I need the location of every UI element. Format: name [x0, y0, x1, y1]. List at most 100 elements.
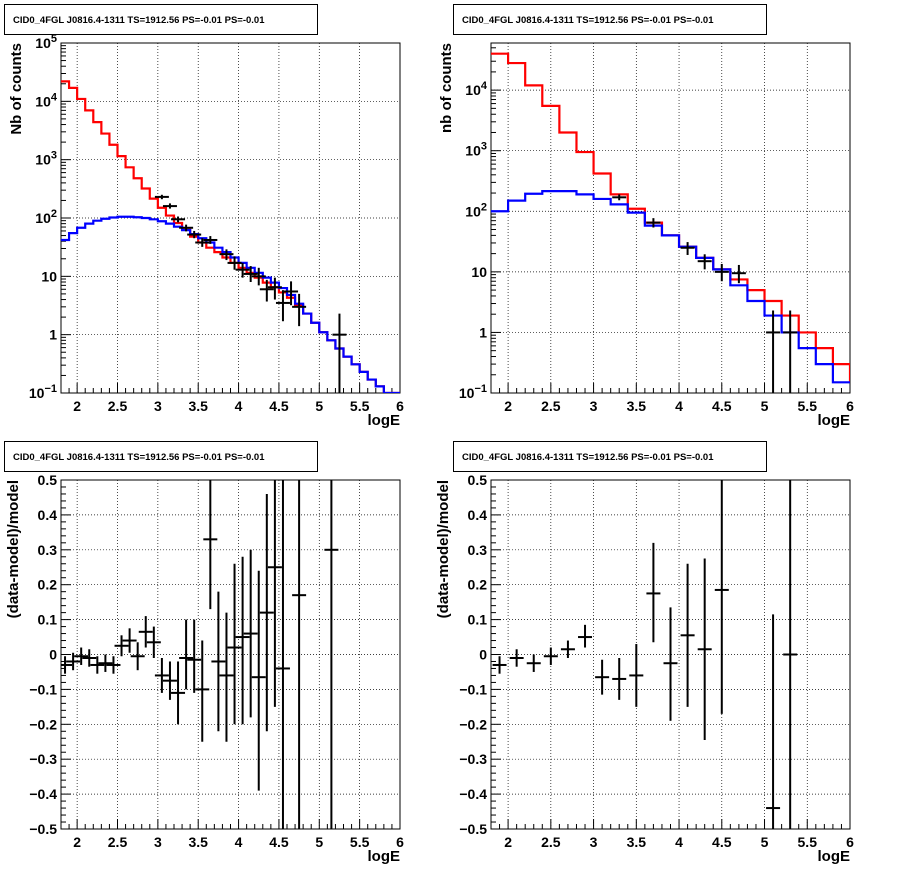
grid [491, 43, 850, 393]
data-point [284, 281, 299, 306]
y-tick-exponent: −1 [44, 383, 57, 395]
data-point [595, 659, 610, 695]
series-group [492, 480, 798, 829]
panel-title: CID0_4FGL J0816.4-1311 TS=1912.56 PS=-0.… [462, 452, 714, 463]
x-tick-label: 5.5 [350, 398, 370, 414]
data-point [560, 640, 575, 658]
total-model-histogram [61, 80, 400, 393]
y-tick-base: 10 [35, 210, 51, 226]
x-tick-label: 3 [590, 398, 598, 414]
x-axis-label: logE [368, 848, 401, 865]
x-tick-label: 4 [235, 398, 243, 414]
x-tick-label: 5 [315, 834, 323, 850]
data-point [646, 218, 661, 228]
data-point [275, 480, 290, 829]
grid [61, 480, 400, 829]
data-point [146, 626, 161, 658]
data-point [227, 563, 242, 725]
y-tick-base: 10 [35, 152, 51, 168]
y-tick-label: 103 [465, 141, 487, 159]
y-tick-label: 0.1 [468, 612, 488, 628]
data-point [663, 607, 678, 721]
data-point [219, 612, 234, 742]
data-point [195, 640, 210, 742]
x-axis-ticks [490, 819, 851, 829]
x-tick-label: 3.5 [188, 398, 208, 414]
x-tick-label: 4 [675, 834, 683, 850]
data-point [219, 249, 234, 261]
y-tick-exponent: 3 [51, 150, 57, 162]
data-point [243, 549, 258, 718]
data-point [292, 480, 307, 829]
data-point [187, 619, 202, 693]
data-point [275, 290, 290, 322]
y-tick-label: 104 [465, 80, 488, 98]
data-point [98, 654, 113, 672]
y-tick-base: 10 [465, 203, 481, 219]
data-point [162, 203, 177, 209]
x-axis-label: logE [818, 412, 851, 429]
x-tick-label: 5.5 [798, 834, 818, 850]
y-tick-base: 10 [29, 385, 45, 401]
x-tick-label: 4.5 [269, 398, 289, 414]
y-tick-label: 0.3 [38, 542, 58, 558]
data-point [629, 644, 644, 707]
y-tick-label: 0.3 [468, 542, 488, 558]
y-tick-exponent: 4 [51, 91, 58, 103]
x-tick-label: 4.5 [712, 834, 732, 850]
x-tick-label: 2 [73, 398, 81, 414]
y-tick-label: 10−1 [29, 383, 57, 401]
y-tick-label: −0.2 [29, 716, 57, 732]
series-group [61, 480, 339, 829]
y-tick-label: −0.5 [29, 821, 57, 837]
data-point [731, 264, 746, 284]
data-point [259, 493, 274, 732]
y-tick-label: 0 [479, 647, 487, 663]
y-tick-label: −0.2 [459, 716, 487, 732]
x-axis-ticks [60, 383, 401, 393]
y-tick-base: 10 [465, 143, 481, 159]
x-tick-label: 3.5 [627, 834, 647, 850]
y-tick-label: 105 [35, 33, 57, 51]
y-tick-exponent: 3 [481, 141, 487, 153]
x-tick-label: 2 [73, 834, 81, 850]
data-point [526, 654, 541, 672]
data-point [612, 194, 627, 201]
x-tick-label: 2.5 [541, 398, 561, 414]
x-tick-label: 6 [396, 398, 404, 414]
y-axis-label: (data-model)/model [5, 480, 22, 618]
data-point [61, 656, 73, 674]
panel-title: CID0_4FGL J0816.4-1311 TS=1912.56 PS=-0.… [13, 452, 265, 463]
data-point [227, 256, 242, 270]
panel-resid_left: CID0_4FGL J0816.4-1311 TS=1912.56 PS=-0.… [4, 441, 404, 865]
x-tick-label: 4.5 [269, 834, 289, 850]
y-tick-exponent: 2 [51, 208, 57, 220]
y-tick-label: 1 [479, 324, 487, 340]
x-axis-ticks [60, 819, 401, 829]
data-point [259, 279, 274, 302]
data-point [783, 480, 798, 829]
source-model-histogram [61, 215, 400, 393]
y-tick-label: −0.4 [459, 786, 487, 802]
data-point [203, 236, 218, 244]
y-tick-label: 104 [35, 91, 58, 109]
title-box [453, 4, 767, 35]
data-point [612, 657, 627, 700]
data-point [66, 652, 81, 671]
y-tick-base: 10 [35, 93, 51, 109]
y-axis-ticks [491, 479, 501, 830]
x-tick-label: 2 [504, 834, 512, 850]
data-point [171, 216, 186, 223]
x-tick-label: 3 [154, 398, 162, 414]
data-point [251, 570, 266, 791]
data-point [492, 656, 507, 674]
y-tick-label: −0.4 [29, 786, 57, 802]
data-point [267, 277, 282, 300]
data-point [74, 647, 89, 665]
data-point [714, 480, 729, 714]
title-box [4, 441, 318, 472]
y-axis-label: nb of counts [438, 43, 455, 133]
x-axis-label: logE [818, 848, 851, 865]
y-tick-label: −0.1 [29, 681, 57, 697]
x-tick-label: 6 [846, 398, 854, 414]
